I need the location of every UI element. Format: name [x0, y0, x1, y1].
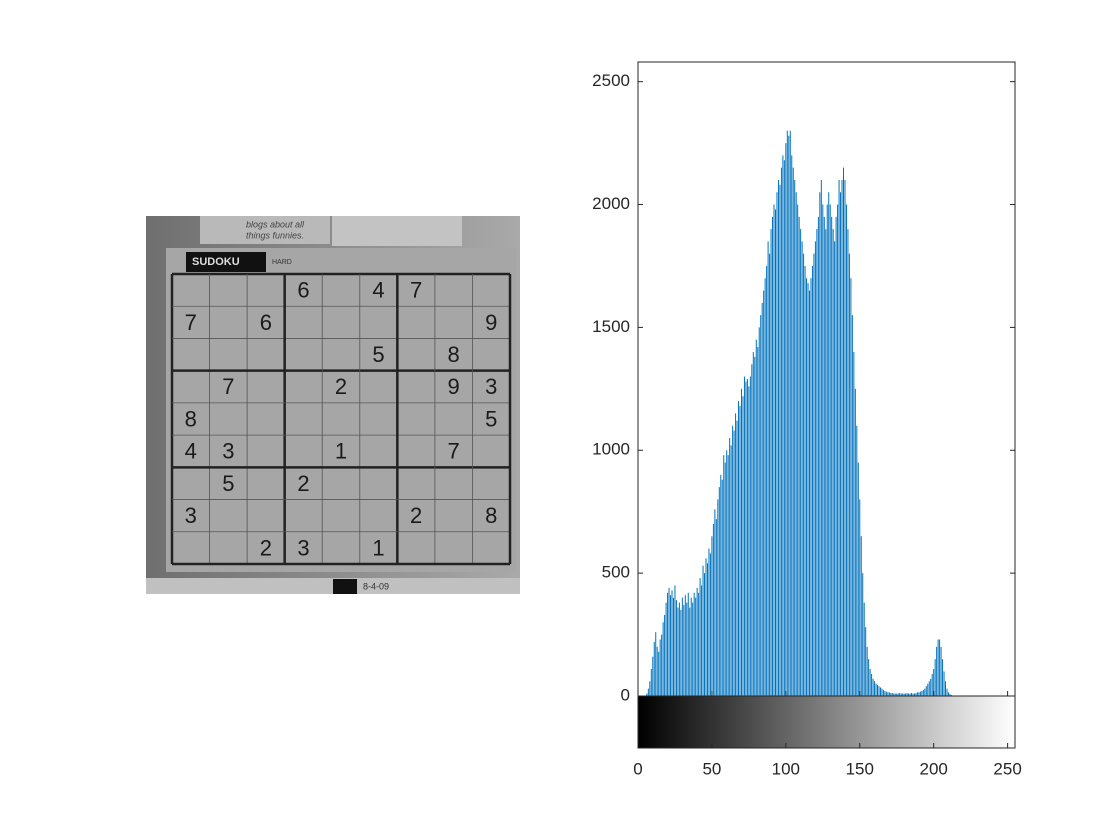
strip-box [333, 579, 357, 594]
y-tick-label: 1000 [592, 440, 630, 459]
y-tick-label: 0 [621, 685, 630, 704]
digit: 3 [185, 503, 197, 528]
digit: 7 [448, 439, 460, 464]
digit: 3 [297, 535, 309, 560]
digit: 2 [335, 374, 347, 399]
y-tick-label: 1500 [592, 317, 630, 336]
x-tick-label: 50 [702, 759, 721, 778]
cartoon-panel [332, 216, 462, 246]
digit: 5 [372, 342, 384, 367]
x-tick-label: 0 [633, 759, 642, 778]
digit: 3 [485, 374, 497, 399]
digit: 5 [222, 471, 234, 496]
digit: 8 [448, 342, 460, 367]
x-tick-label: 200 [919, 759, 947, 778]
label: SUDOKU [192, 256, 240, 268]
digit: 2 [297, 471, 309, 496]
y-tick-label: 2500 [592, 71, 630, 90]
digit: 5 [485, 406, 497, 431]
y-tick-label: 500 [602, 563, 630, 582]
digit: 8 [485, 503, 497, 528]
sudoku-image: blogs about all things funnies. SUDOKU H… [146, 216, 520, 594]
digit: 6 [297, 278, 309, 303]
digit: 7 [222, 374, 234, 399]
digit: 8 [185, 406, 197, 431]
x-tick-label: 150 [846, 759, 874, 778]
caption: things funnies. [246, 230, 304, 240]
digit: 7 [185, 310, 197, 335]
digit: 4 [185, 439, 197, 464]
colorbar [637, 695, 1016, 749]
digit: 6 [260, 310, 272, 335]
digit: 2 [260, 535, 272, 560]
digit: 3 [222, 439, 234, 464]
x-tick-label: 250 [993, 759, 1021, 778]
digit: 2 [410, 503, 422, 528]
digit: 9 [448, 374, 460, 399]
paper [166, 248, 516, 572]
caption: blogs about all [246, 219, 305, 229]
digit: 7 [410, 278, 422, 303]
digit: 9 [485, 310, 497, 335]
digit: 1 [335, 439, 347, 464]
digit: 1 [372, 535, 384, 560]
level: HARD [272, 259, 292, 266]
cartoon-panel [200, 216, 330, 244]
x-tick-label: 100 [772, 759, 800, 778]
date: 8-4-09 [363, 581, 389, 591]
digit: 4 [372, 278, 384, 303]
y-tick-label: 2000 [592, 194, 630, 213]
label-box [186, 252, 266, 272]
